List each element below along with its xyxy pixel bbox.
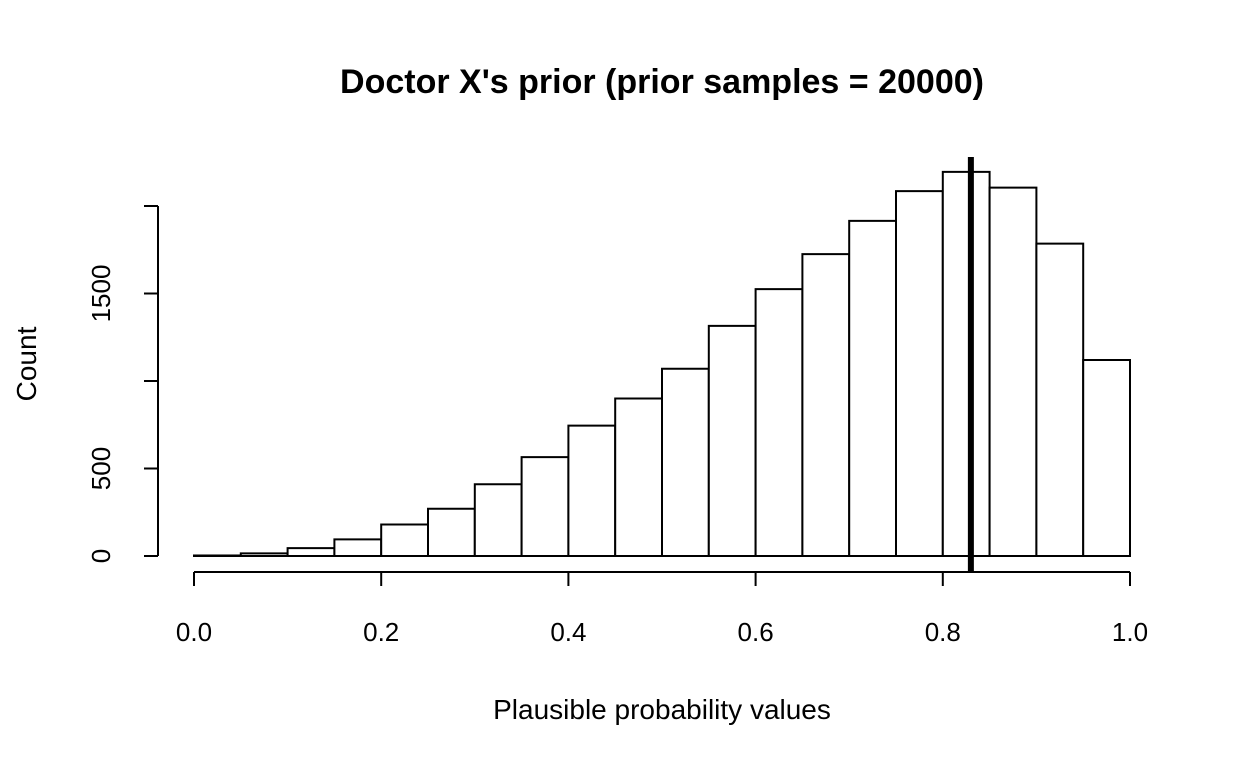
histogram-bar bbox=[661, 367, 710, 557]
histogram-bars bbox=[193, 170, 1131, 557]
histogram-bar bbox=[848, 219, 898, 557]
histogram-bar bbox=[567, 424, 617, 557]
y-tick-label: 500 bbox=[86, 447, 116, 490]
x-tick-label: 0.6 bbox=[738, 617, 774, 647]
histogram-bar bbox=[801, 253, 851, 557]
x-axis: 0.0 0.2 0.4 0.6 0.8 1.0 bbox=[176, 571, 1148, 647]
histogram-bar bbox=[895, 190, 944, 557]
histogram-bar bbox=[473, 483, 523, 557]
histogram-bar bbox=[427, 507, 476, 557]
chart-title: Doctor X's prior (prior samples = 20000) bbox=[340, 63, 984, 101]
histogram-bar bbox=[941, 170, 991, 557]
histogram-bar bbox=[988, 186, 1038, 557]
histogram-bar bbox=[380, 523, 430, 557]
histogram-bar bbox=[614, 397, 664, 557]
y-tick-label: 1500 bbox=[86, 265, 116, 323]
x-tick-label: 0.8 bbox=[925, 617, 961, 647]
histogram-bar bbox=[520, 456, 570, 557]
histogram-bar bbox=[754, 288, 804, 557]
histogram-bar bbox=[239, 552, 289, 557]
histogram-bar bbox=[707, 324, 757, 557]
histogram-bar bbox=[1082, 359, 1131, 557]
histogram-bar bbox=[1035, 242, 1085, 557]
x-tick-label: 0.0 bbox=[176, 617, 212, 647]
x-tick-label: 0.2 bbox=[363, 617, 399, 647]
y-tick-label: 0 bbox=[86, 549, 116, 563]
histogram-bar bbox=[333, 538, 383, 557]
x-tick-label: 1.0 bbox=[1112, 617, 1148, 647]
histogram-bar bbox=[286, 547, 336, 557]
x-axis-title: Plausible probability values bbox=[493, 694, 831, 725]
y-axis: 0 500 1500 bbox=[86, 205, 159, 563]
histogram-bar bbox=[193, 554, 242, 557]
y-axis-title: Count bbox=[11, 326, 42, 401]
x-tick-label: 0.4 bbox=[550, 617, 586, 647]
